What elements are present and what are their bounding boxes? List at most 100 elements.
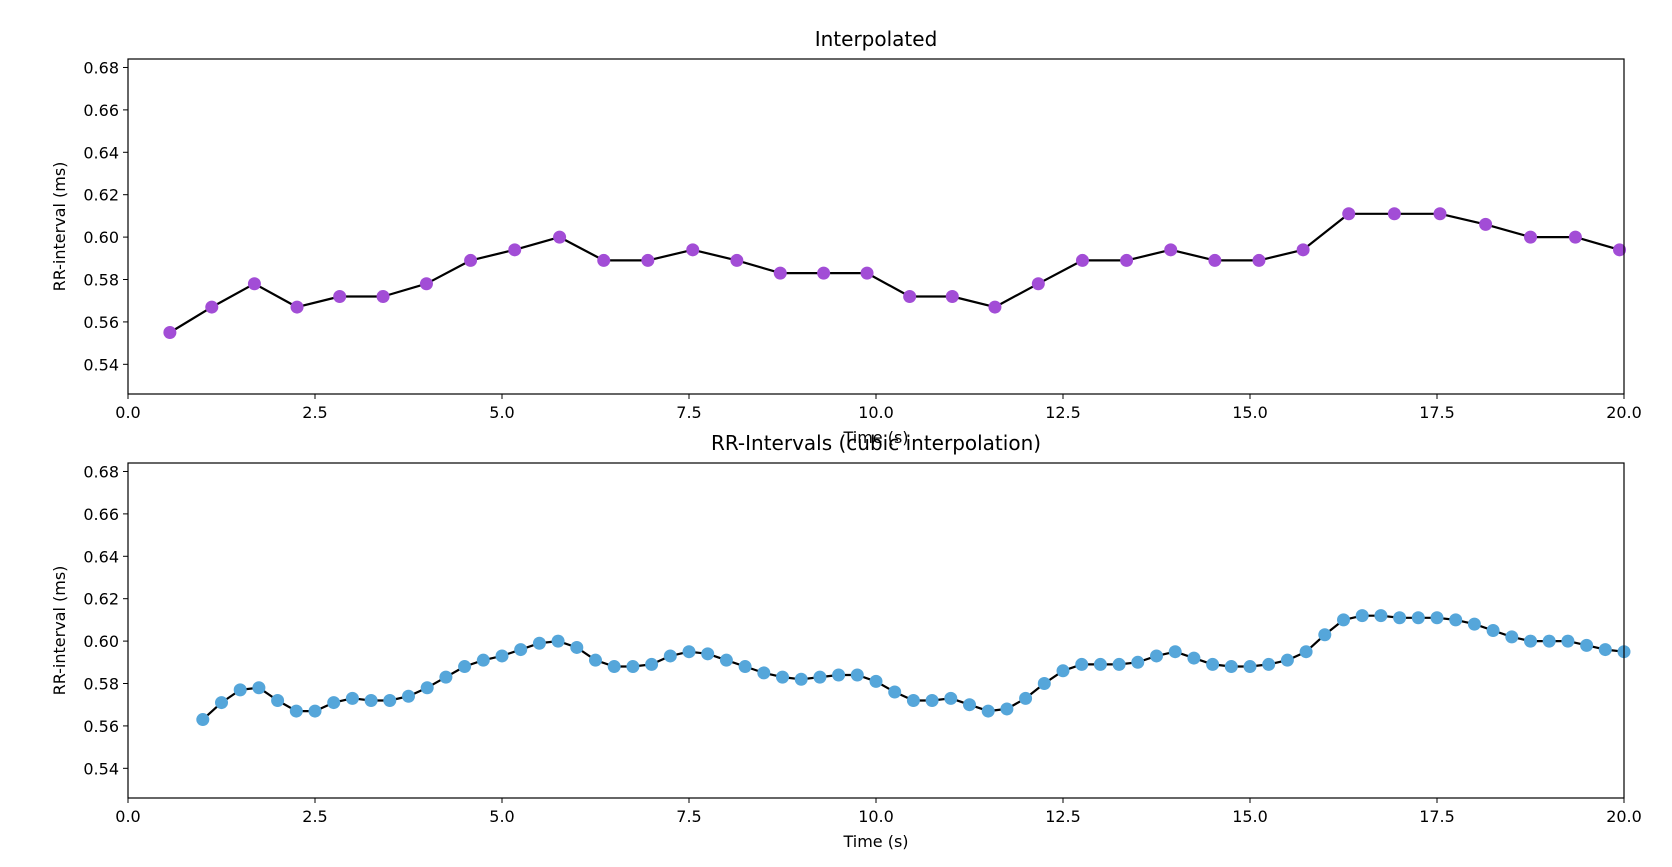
cubic-data-point bbox=[458, 660, 472, 674]
cubic-data-point bbox=[626, 660, 640, 674]
y-tick-label: 0.64 bbox=[83, 547, 119, 566]
cubic-data-point bbox=[402, 689, 415, 703]
cubic-data-point bbox=[215, 696, 228, 710]
interpolated-data-point bbox=[641, 253, 655, 267]
y-tick-label: 0.60 bbox=[83, 632, 119, 651]
cubic-x-axis-label: Time (s) bbox=[842, 832, 908, 851]
y-tick-label: 0.56 bbox=[83, 313, 119, 332]
interpolated-data-point bbox=[1164, 243, 1178, 257]
cubic-data-point bbox=[1393, 611, 1407, 625]
cubic-data-point bbox=[1168, 645, 1182, 659]
cubic-interpolation-panel: RR-Intervals (cubic interpolation) 0.0 2.5… bbox=[50, 431, 1642, 851]
x-tick-label: 2.5 bbox=[302, 403, 327, 422]
y-tick-label: 0.66 bbox=[83, 101, 119, 120]
cubic-data-point bbox=[532, 636, 546, 650]
cubic-data-point bbox=[1112, 657, 1126, 671]
cubic-data-point bbox=[1542, 634, 1556, 648]
cubic-data-point bbox=[1318, 628, 1332, 642]
cubic-data-point bbox=[719, 653, 733, 667]
x-tick-label: 5.0 bbox=[489, 403, 514, 422]
cubic-data-point bbox=[1580, 638, 1594, 652]
interpolated-data-point bbox=[1613, 243, 1627, 257]
x-tick-label: 20.0 bbox=[1606, 807, 1642, 826]
interpolated-data-point bbox=[1075, 253, 1089, 267]
cubic-data-point bbox=[233, 683, 247, 697]
x-tick-label: 5.0 bbox=[489, 807, 514, 826]
cubic-data-point bbox=[663, 649, 677, 663]
cubic-data-point bbox=[1131, 655, 1145, 669]
cubic-data-point bbox=[196, 713, 210, 727]
interpolated-data-point bbox=[730, 253, 744, 267]
cubic-chart-title: RR-Intervals (cubic interpolation) bbox=[711, 431, 1041, 455]
cubic-data-point bbox=[701, 647, 715, 661]
y-tick-label: 0.58 bbox=[83, 271, 119, 290]
cubic-data-point bbox=[1037, 677, 1051, 691]
interpolated-data-point bbox=[290, 300, 304, 314]
cubic-data-point bbox=[345, 691, 359, 705]
interpolated-chart-title: Interpolated bbox=[815, 27, 938, 51]
interpolated-data-point bbox=[376, 289, 390, 303]
cubic-data-point bbox=[1150, 649, 1163, 663]
interpolated-data-point bbox=[553, 230, 567, 244]
cubic-data-point bbox=[738, 660, 752, 674]
cubic-data-point bbox=[1486, 624, 1500, 637]
interpolated-data-point bbox=[1342, 207, 1356, 221]
interpolated-data-point bbox=[686, 243, 700, 257]
cubic-data-point bbox=[476, 653, 490, 667]
x-tick-label: 7.5 bbox=[676, 807, 701, 826]
x-tick-label: 17.5 bbox=[1419, 403, 1455, 422]
cubic-data-point bbox=[308, 704, 322, 718]
cubic-data-point bbox=[439, 670, 453, 684]
interpolated-data-point bbox=[1120, 253, 1134, 267]
interpolated-data-point bbox=[1568, 230, 1582, 244]
cubic-data-point bbox=[271, 693, 285, 707]
cubic-data-point bbox=[944, 691, 958, 705]
cubic-data-point bbox=[420, 681, 434, 695]
interpolated-panel: Interpolated 0.0 2.5 5.0 7.5 10.0 12.5 15.0 17.5… bbox=[50, 27, 1642, 447]
x-tick-label: 0.0 bbox=[115, 403, 140, 422]
cubic-data-point bbox=[1262, 657, 1276, 671]
cubic-data-point bbox=[776, 670, 789, 684]
interpolated-axes-frame bbox=[127, 58, 1625, 395]
x-tick-label: 0.0 bbox=[115, 807, 140, 826]
interpolated-data-point bbox=[1387, 207, 1401, 221]
cubic-data-point bbox=[551, 634, 565, 648]
cubic-data-point bbox=[794, 672, 808, 686]
interpolated-data-point bbox=[817, 266, 831, 280]
cubic-data-point bbox=[1449, 613, 1463, 627]
cubic-data-point bbox=[1561, 634, 1575, 648]
interpolated-data-point bbox=[247, 277, 261, 291]
cubic-data-point bbox=[570, 640, 584, 654]
cubic-data-point bbox=[607, 660, 621, 674]
x-tick-label: 10.0 bbox=[858, 403, 894, 422]
cubic-data-point bbox=[1019, 691, 1033, 705]
x-tick-label: 10.0 bbox=[858, 807, 894, 826]
cubic-data-point bbox=[383, 693, 397, 707]
interpolated-data-point bbox=[333, 289, 347, 303]
cubic-data-point bbox=[682, 645, 696, 659]
x-tick-label: 17.5 bbox=[1419, 807, 1455, 826]
cubic-data-point bbox=[289, 704, 303, 718]
x-tick-label: 15.0 bbox=[1232, 807, 1268, 826]
interpolated-series-line bbox=[169, 212, 1620, 334]
interpolated-data-point bbox=[508, 243, 522, 257]
interpolated-y-axis-label: RR-interval (ms) bbox=[50, 162, 69, 292]
interpolated-data-point bbox=[1031, 277, 1045, 291]
cubic-data-point bbox=[1224, 660, 1238, 674]
cubic-data-point bbox=[869, 674, 883, 688]
x-tick-label: 15.0 bbox=[1232, 403, 1268, 422]
cubic-data-point bbox=[1467, 617, 1481, 631]
interpolated-data-point bbox=[464, 253, 478, 267]
interpolated-plot-area bbox=[128, 59, 1624, 394]
cubic-data-point bbox=[514, 643, 528, 657]
interpolated-data-point bbox=[205, 300, 219, 314]
interpolated-data-point bbox=[1208, 253, 1222, 267]
cubic-data-point bbox=[1000, 702, 1014, 716]
interpolated-data-point bbox=[1252, 253, 1266, 267]
cubic-data-point bbox=[589, 653, 602, 667]
cubic-data-point bbox=[757, 666, 771, 680]
cubic-data-point bbox=[1056, 664, 1070, 678]
cubic-data-point bbox=[832, 668, 846, 682]
cubic-data-point bbox=[888, 685, 902, 699]
cubic-data-point bbox=[906, 693, 920, 707]
